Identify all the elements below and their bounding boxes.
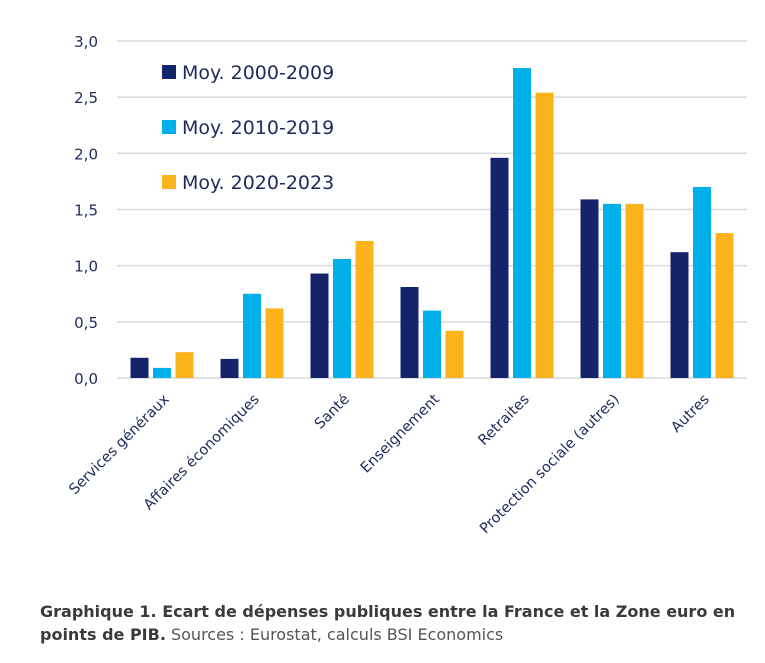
legend-label: Moy. 2010-2019 [182,117,334,139]
bar [513,67,531,379]
bar [265,308,284,378]
legend-swatch [162,65,176,79]
legend-label: Moy. 2020-2023 [182,172,334,194]
legend: Moy. 2000-2009 Moy. 2010-2019 Moy. 2020-20… [162,62,334,194]
bar [625,203,644,378]
bar [445,330,464,378]
bars [130,67,734,379]
bar [220,358,239,378]
figure-caption: Graphique 1. Ecart de dépenses publiques… [40,600,740,646]
bar [603,203,621,378]
y-axis-ticks: 0,0 0,5 1,0 1,5 2,0 2,5 3,0 [74,33,98,388]
caption-sources: Sources : Eurostat, calculs BSI Economic… [165,625,504,644]
y-tick-label: 0,5 [74,314,98,332]
bar [333,258,351,378]
bar [243,293,261,378]
x-tick-label: Services généraux [66,391,173,498]
bar [670,252,689,378]
y-tick-label: 3,0 [74,33,98,51]
x-tick-label: Enseignement [358,391,443,476]
bar [423,310,441,378]
y-tick-label: 1,5 [74,202,98,220]
bar [355,240,374,378]
y-tick-label: 2,0 [74,145,98,163]
bar [310,273,329,378]
bar [580,199,599,378]
bar [153,367,171,378]
caption-title: Graphique 1. Ecart de dépenses publiques… [40,602,736,644]
x-tick-label: Retraites [475,392,532,449]
bar [400,287,419,378]
bar-chart: 0,00,51,01,52,02,53,0 Services générauxA… [66,33,747,537]
bar [490,157,509,378]
y-tick-label: 0,0 [74,370,98,388]
gridlines [117,40,747,379]
legend-label: Moy. 2000-2009 [182,62,334,84]
x-tick-label: Santé [312,391,353,432]
bar [175,352,194,378]
x-tick-label: Autres [668,392,712,436]
bar [535,92,554,378]
y-tick-label: 2,5 [74,89,98,107]
bar [693,187,711,378]
bar [715,233,734,378]
y-tick-label: 1,0 [74,258,98,276]
bar [130,357,149,378]
legend-swatch [162,120,176,134]
legend-swatch [162,175,176,189]
